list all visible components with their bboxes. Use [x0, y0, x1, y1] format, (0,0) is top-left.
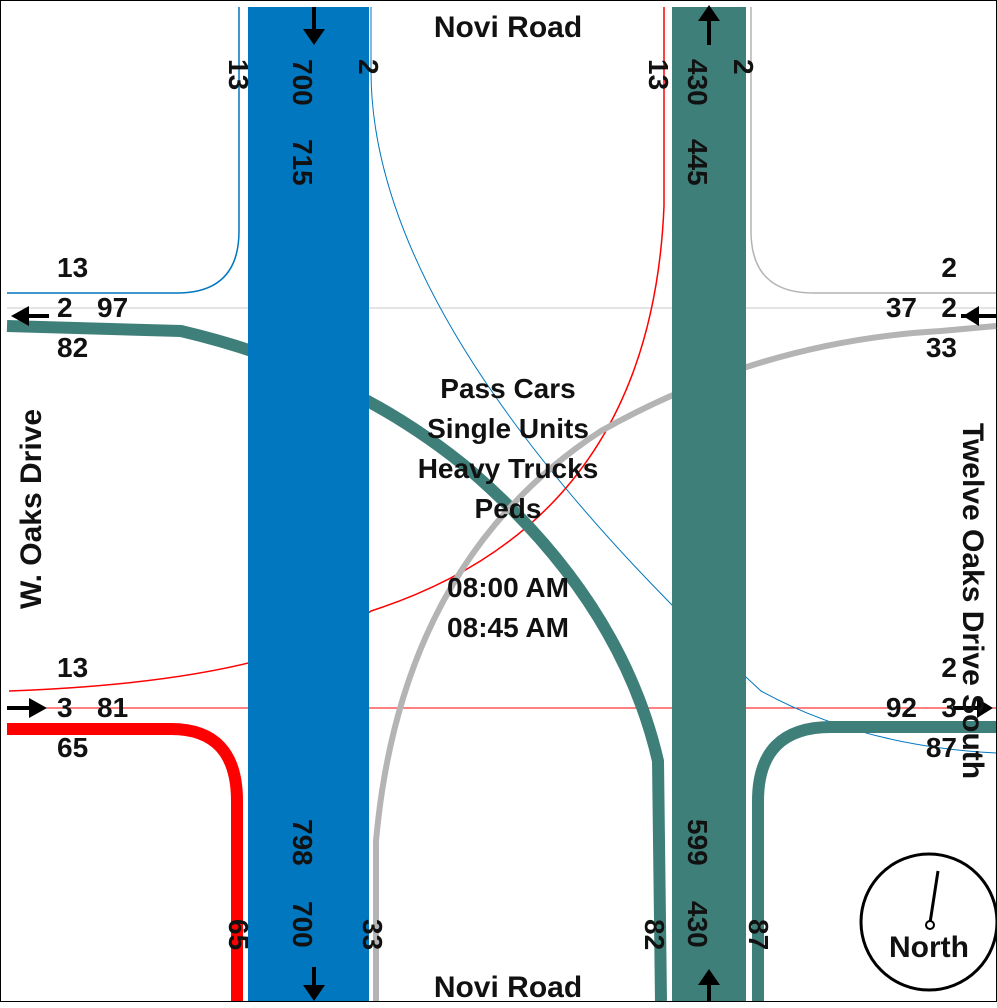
north-in-right: 13	[223, 59, 254, 90]
south-out-a: 65	[223, 919, 254, 950]
red-west-corner-curve	[7, 723, 243, 1001]
red-thin-curve	[8, 205, 665, 692]
east-bottom-v3: 3	[941, 692, 957, 723]
north-in-left: 2	[353, 59, 384, 75]
east-top-v1: 2	[941, 252, 957, 283]
west-bottom-v3: 81	[97, 692, 128, 723]
southbound-thru-band	[248, 7, 369, 1001]
northbound-thru-band	[672, 7, 746, 1001]
west-bottom-v1: 13	[57, 652, 88, 683]
east-bottom-v4: 87	[926, 732, 957, 763]
compass-label: North	[889, 931, 969, 964]
compass-pivot	[925, 920, 935, 930]
gray-east-south-curve	[373, 323, 997, 1001]
south-in-total: 599	[682, 819, 713, 866]
north-out-right: 2	[728, 59, 759, 75]
west-top-v3: 97	[97, 292, 128, 323]
west-top-v2: 2	[57, 292, 73, 323]
north-out-left: 13	[643, 59, 674, 90]
northbound-top-arrow	[698, 5, 720, 45]
eastbound-left-arrow	[7, 698, 47, 718]
blue-corner-curve	[7, 7, 240, 294]
south-out-total: 798	[287, 819, 318, 866]
east-top-v3: 2	[941, 292, 957, 323]
legend-peds: Peds	[475, 493, 542, 524]
west-bottom-v2: 3	[57, 692, 73, 723]
westbound-left-arrow	[11, 306, 49, 326]
south-out-thru: 700	[287, 901, 318, 948]
westbound-right-arrow	[961, 306, 996, 326]
south-in-a: 82	[639, 919, 670, 950]
north-in-thru: 700	[287, 59, 318, 106]
blue-thin-curve	[370, 7, 997, 754]
teal-east-corner-curve	[752, 721, 996, 1001]
south-in-thru: 430	[682, 901, 713, 948]
east-top-v4: 33	[926, 332, 957, 363]
gray-corner-curve	[750, 7, 996, 294]
east-road-name: Twelve Oaks Drive South	[956, 423, 989, 779]
west-top-v4: 82	[57, 332, 88, 363]
north-out-total: 445	[682, 139, 713, 186]
west-road-name: W. Oaks Drive	[15, 409, 48, 609]
east-top-v2: 37	[886, 292, 917, 323]
south-in-b: 87	[743, 919, 774, 950]
north-road-name: Novi Road	[434, 11, 582, 44]
north-out-thru: 430	[682, 59, 713, 106]
northbound-bottom-arrow	[698, 969, 720, 1001]
legend-heavy-trucks: Heavy Trucks	[418, 453, 599, 484]
legend-single-units: Single Units	[427, 413, 589, 444]
east-bottom-v1: 2	[941, 652, 957, 683]
eastbound-right-arrow	[953, 698, 993, 718]
west-bottom-v4: 65	[57, 732, 88, 763]
time-end: 08:45 AM	[447, 612, 569, 643]
southbound-bottom-arrow	[303, 967, 325, 1001]
east-bottom-v2: 92	[886, 692, 917, 723]
compass-needle-icon	[928, 870, 940, 924]
legend-pass-cars: Pass Cars	[440, 373, 575, 404]
north-compass: North	[859, 852, 997, 992]
west-top-v1: 13	[57, 252, 88, 283]
north-in-total: 715	[287, 139, 318, 186]
southbound-top-arrow	[303, 7, 325, 45]
time-start: 08:00 AM	[447, 572, 569, 603]
south-out-b: 33	[357, 919, 388, 950]
south-road-name: Novi Road	[434, 971, 582, 1003]
